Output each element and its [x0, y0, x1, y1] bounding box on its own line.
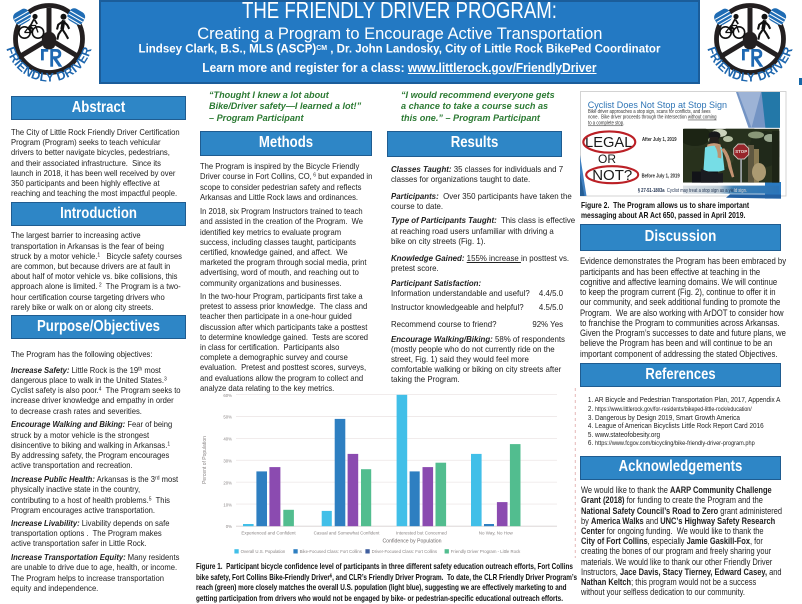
svg-text:Percent of Population: Percent of Population — [202, 436, 208, 484]
svg-text:OR: OR — [598, 152, 616, 166]
svg-text:20%: 20% — [223, 480, 232, 485]
svg-text:0%: 0% — [226, 524, 232, 529]
svg-text:none. Bike driver proceeds th: none. Bike driver proceeds through the i… — [588, 114, 717, 121]
svg-text:Cyclist Does Not Stop at Stop: Cyclist Does Not Stop at Stop Sign — [588, 100, 727, 110]
svg-text:Overall U.S. Population: Overall U.S. Population — [241, 549, 286, 554]
svg-text:Bike driver approaches a stop: Bike driver approaches a stop sign, scan… — [588, 108, 711, 115]
svg-text:LEGAL: LEGAL — [585, 135, 632, 151]
svg-text:50%: 50% — [223, 415, 232, 420]
svg-text:to a complete stop.: to a complete stop. — [588, 120, 624, 127]
svg-text:Interested but Concerned: Interested but Concerned — [396, 531, 447, 536]
svg-text:40%: 40% — [223, 437, 232, 442]
svg-text:10%: 10% — [223, 502, 232, 507]
svg-text:60%: 60% — [223, 393, 232, 398]
svg-text:§ 27-51-1803a Cyclist may tre: § 27-51-1803a Cyclist may treat a stop s… — [638, 187, 747, 194]
svg-text:Confidence by Population: Confidence by Population — [382, 539, 441, 545]
svg-text:STOP: STOP — [735, 149, 747, 154]
svg-text:Driver-Focused Class: Fort Col: Driver-Focused Class: Fort Collins — [372, 549, 437, 554]
svg-text:30%: 30% — [223, 459, 232, 464]
svg-text:Before July 1, 2019: Before July 1, 2019 — [642, 173, 680, 180]
svg-text:Friendly Driver Program - Litt: Friendly Driver Program - Little Rock — [451, 549, 521, 554]
svg-text:Experienced and Confident: Experienced and Confident — [241, 531, 296, 536]
svg-text:After July 1, 2019: After July 1, 2019 — [642, 137, 677, 144]
svg-text:Casual and Somewhat Confident: Casual and Somewhat Confident — [314, 531, 381, 536]
svg-text:Bike-Focused Class: Fort Colli: Bike-Focused Class: Fort Collins — [300, 549, 362, 554]
svg-text:§ 27-51-1803a Cyclist may tre: § 27-51-1803a Cyclist may treat a stop s… — [638, 187, 747, 194]
svg-text:NOT?: NOT? — [592, 167, 632, 184]
svg-text:No Way, No How: No Way, No How — [479, 531, 514, 536]
